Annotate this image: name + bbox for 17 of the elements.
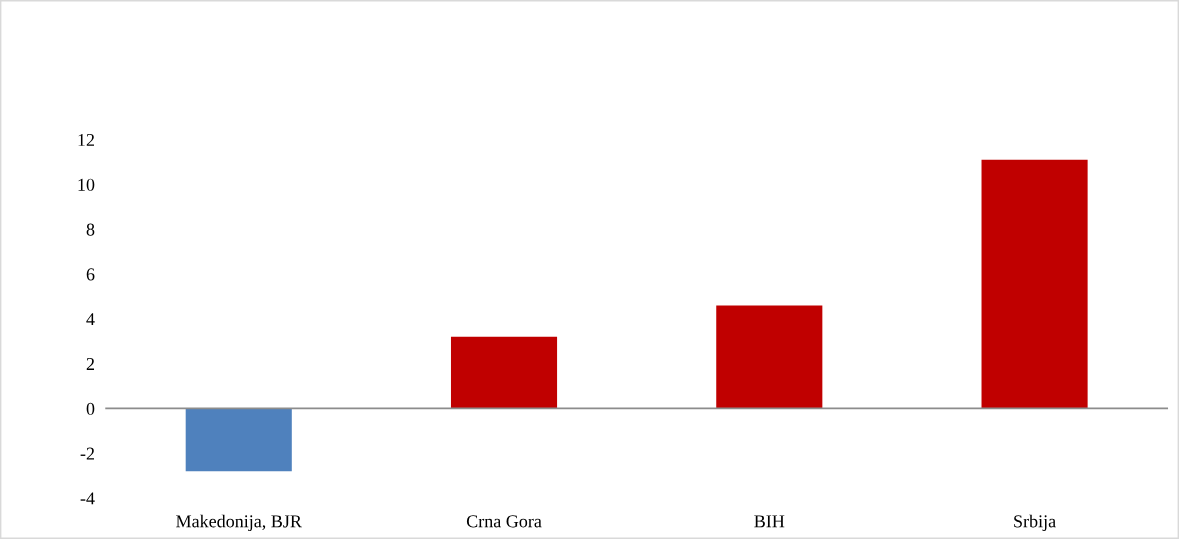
x-tick-label: Crna Gora <box>466 515 542 528</box>
bar <box>450 336 558 409</box>
y-tick-label: 8 <box>86 223 95 236</box>
bar <box>981 159 1088 409</box>
y-tick-label: 4 <box>86 313 95 326</box>
y-tick-label: 2 <box>86 357 94 370</box>
bar <box>185 408 292 472</box>
y-tick-label: 0 <box>86 402 95 415</box>
y-tick-label: 12 <box>78 133 94 146</box>
y-tick-label: 10 <box>78 178 95 191</box>
x-tick-label: Srbija <box>1014 514 1056 532</box>
x-tick-label: BIH <box>754 515 785 528</box>
x-tick-label: Makedonija, BJR <box>176 514 302 532</box>
y-tick-label: 6 <box>86 268 95 281</box>
y-tick-label: -2 <box>80 447 94 460</box>
y-tick-label: -4 <box>80 492 95 505</box>
bar <box>716 305 823 409</box>
